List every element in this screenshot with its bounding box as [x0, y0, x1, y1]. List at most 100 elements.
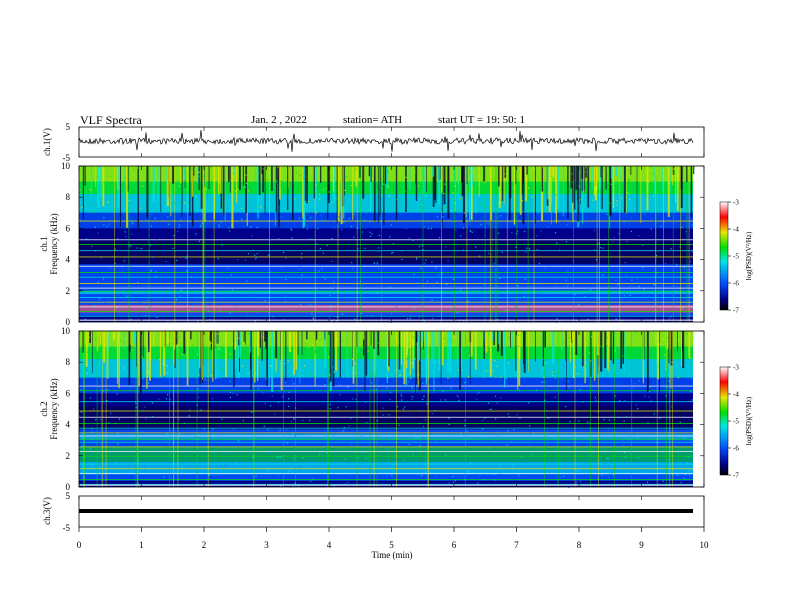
spectrogram-streak	[126, 166, 128, 228]
spectrogram-speckle	[406, 358, 408, 360]
spectrogram-speckle	[450, 438, 452, 440]
spectrogram-speckle	[444, 183, 446, 185]
spectrogram-streak	[426, 166, 427, 193]
spectrogram-speckle	[343, 429, 345, 431]
spectrogram-speckle	[89, 336, 91, 338]
spectrogram-speckle	[603, 418, 605, 421]
spectrogram-speckle	[361, 312, 363, 314]
ch3-ytick-top: 5	[66, 491, 71, 501]
spectrogram-speckle	[653, 299, 655, 301]
spectrogram-speckle	[215, 202, 217, 205]
spectrogram-speckle	[225, 452, 227, 454]
spectrogram-speckle	[97, 473, 100, 475]
y-tick-label: 10	[61, 326, 71, 336]
spectrogram-streak	[484, 331, 486, 341]
spectrogram-speckle	[298, 217, 300, 219]
spectrogram-speckle	[682, 307, 684, 309]
spectrogram-streak	[324, 331, 327, 368]
spectrogram-speckle	[255, 257, 257, 259]
spectrogram-streak	[139, 331, 142, 394]
ch2-spec-ylabel-freq: Frequency (kHz)	[49, 378, 59, 439]
spectrogram-speckle	[154, 217, 156, 219]
spectrogram-speckle	[142, 410, 144, 412]
spectrogram-streak	[210, 331, 212, 350]
spectrogram-speckle	[221, 368, 223, 370]
spectrogram-speckle	[144, 467, 146, 469]
spectrogram-speckle	[602, 345, 604, 347]
spectrogram-speckle	[657, 282, 659, 284]
spectrogram-speckle	[490, 408, 493, 410]
spectrogram-speckle	[218, 224, 220, 226]
spectrogram-speckle	[158, 449, 160, 452]
spectrogram-speckle	[650, 166, 652, 168]
spectrogram-speckle	[245, 182, 247, 184]
spectrogram-speckle	[417, 185, 420, 187]
spectrogram-streak	[561, 331, 563, 350]
ch1-colorbar-ticks: -3-4-5-6-7	[728, 199, 739, 315]
spectrogram-speckle	[163, 476, 165, 478]
spectrogram-speckle	[97, 281, 99, 283]
spectrogram-speckle	[445, 354, 447, 356]
spectrogram-speckle	[666, 386, 668, 388]
spectrogram-speckle	[653, 195, 655, 197]
spectrogram-speckle	[683, 267, 685, 269]
spectrogram-speckle	[606, 345, 608, 347]
colorbar-tick-label: -5	[733, 253, 739, 261]
spectrogram-speckle	[319, 247, 321, 250]
spectrogram-speckle	[103, 181, 105, 183]
spectrogram-streak	[516, 166, 518, 322]
spectrogram-streak	[562, 166, 564, 217]
spectrogram-streak	[412, 331, 414, 369]
spectrogram-speckle	[178, 418, 180, 421]
spectrogram-speckle	[679, 246, 681, 248]
spectrogram-speckle	[683, 477, 685, 479]
spectrogram-speckle	[499, 472, 501, 474]
spectrogram-speckle	[561, 449, 563, 451]
spectrogram-speckle	[560, 476, 562, 478]
spectrogram-speckle	[177, 231, 179, 233]
spectrogram-speckle	[555, 311, 557, 314]
spectrogram-speckle	[348, 218, 351, 220]
spectrogram-speckle	[156, 239, 158, 241]
spectrogram-speckle	[459, 312, 461, 314]
spectrogram-speckle	[221, 244, 223, 246]
spectrogram-speckle	[376, 261, 378, 263]
spectrogram-speckle	[388, 433, 390, 435]
spectrogram-speckle	[619, 416, 621, 418]
spectrogram-speckle	[205, 188, 208, 191]
spectrogram-speckle	[200, 224, 202, 226]
spectrogram-speckle	[529, 425, 531, 427]
spectrogram-speckle	[260, 206, 262, 208]
spectrogram-line	[79, 297, 693, 298]
spectrogram-speckle	[329, 374, 331, 376]
spectrogram-speckle	[251, 411, 253, 413]
spectrogram-speckle	[341, 340, 343, 342]
spectrogram-streak	[149, 331, 151, 362]
colorbar-tick-label: -3	[733, 364, 739, 372]
spectrogram-streak	[364, 331, 366, 391]
spectrogram-speckle	[124, 257, 126, 259]
spectrogram-streak	[522, 166, 525, 225]
spectrogram-speckle	[437, 274, 440, 276]
spectrogram-speckle	[551, 371, 553, 373]
spectrogram-speckle	[657, 442, 659, 444]
spectrogram-speckle	[294, 417, 296, 419]
spectrogram-speckle	[580, 481, 582, 483]
spectrogram-speckle	[536, 283, 538, 285]
spectrogram-speckle	[292, 364, 294, 366]
spectrogram-streak	[663, 166, 664, 322]
spectrogram-speckle	[504, 173, 506, 175]
spectrogram-speckle	[464, 424, 466, 427]
spectrogram-speckle	[475, 246, 477, 248]
spectrogram-speckle	[344, 458, 346, 460]
spectrogram-speckle	[255, 204, 257, 206]
spectrogram-streak	[234, 331, 237, 350]
spectrogram-speckle	[448, 417, 450, 419]
spectrogram-streak	[600, 331, 603, 372]
spectrogram-speckle	[269, 452, 272, 454]
spectrogram-speckle	[448, 482, 450, 484]
spectrogram-streak	[458, 166, 460, 200]
spectrogram-streak	[525, 166, 528, 202]
spectrogram-streak	[327, 166, 330, 204]
